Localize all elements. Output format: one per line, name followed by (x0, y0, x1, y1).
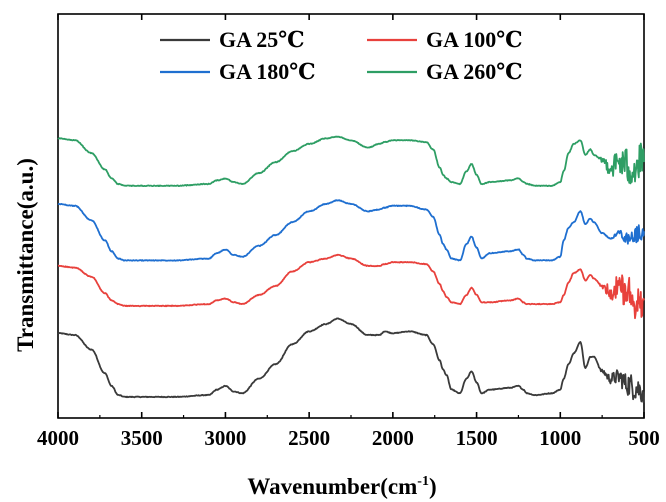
x-tick-label: 3500 (121, 426, 163, 450)
series-line-0 (57, 317, 645, 404)
series-line-2 (57, 199, 645, 262)
legend-label: GA 260℃ (426, 59, 523, 84)
x-tick-label: 2500 (288, 426, 330, 450)
plot-frame (57, 13, 645, 419)
legend-label: GA 100℃ (426, 27, 523, 52)
series-line-1 (57, 253, 645, 320)
x-axis-title-superscript: -1 (417, 474, 429, 489)
x-tick-label: 500 (628, 426, 660, 450)
x-tick-label: 3000 (204, 426, 246, 450)
x-axis-title-main: Wavenumber(cm (247, 474, 417, 499)
x-tick-label: 2000 (372, 426, 414, 450)
series-line-3 (57, 135, 645, 187)
x-tick-label: 1000 (539, 426, 581, 450)
legend-label: GA 25℃ (219, 27, 305, 52)
x-tick-label: 4000 (37, 426, 79, 450)
x-axis-title-suffix: ) (429, 474, 437, 499)
y-axis-title: Transmittance(a.u.) (13, 158, 38, 352)
x-tick-label: 1500 (456, 426, 498, 450)
legend-label: GA 180℃ (219, 59, 316, 84)
x-axis-title: Wavenumber(cm-1) (247, 474, 436, 499)
